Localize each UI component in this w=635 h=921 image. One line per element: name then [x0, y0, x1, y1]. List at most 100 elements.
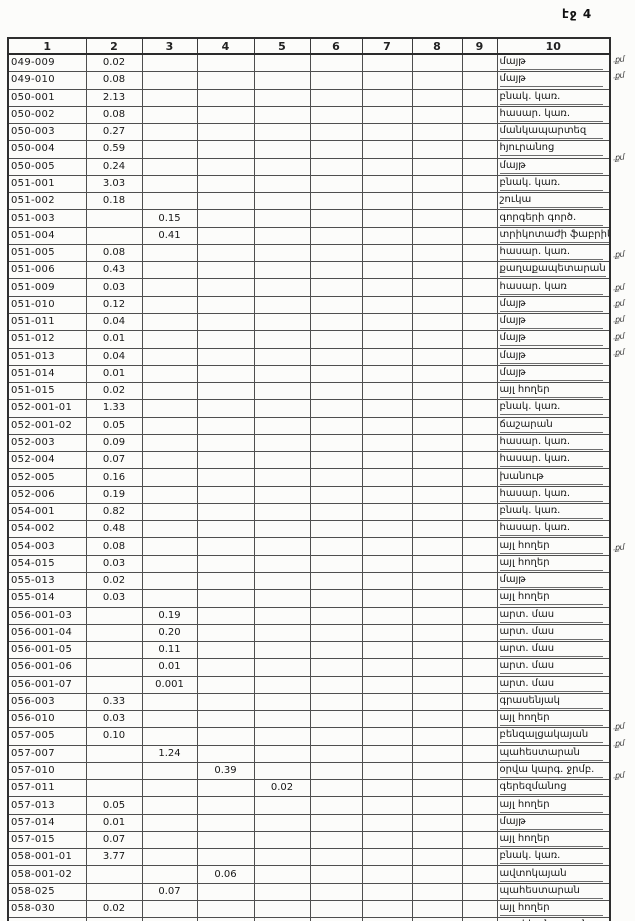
land-use-label: ոստիկանություն	[500, 919, 603, 921]
parcel-code-cell: 051-003	[7, 209, 87, 228]
parcel-code-cell: 051-009	[7, 278, 87, 297]
land-use-cell: մայթ	[496, 295, 611, 314]
land-use-cell: արտ. մաս	[496, 641, 611, 660]
value-cell	[411, 623, 463, 643]
value-cell	[196, 675, 255, 694]
value-cell	[361, 312, 413, 332]
value-cell	[461, 364, 498, 384]
parcel-code-cell: 051-010	[7, 295, 87, 314]
value-cell	[361, 830, 413, 850]
parcel-code-cell: 056-001-07	[7, 675, 87, 694]
land-use-cell: մանկապարտեզ	[496, 123, 611, 142]
value-cell	[141, 330, 198, 349]
value-cell	[85, 226, 143, 245]
value-cell: 0.27	[85, 123, 143, 142]
value-cell	[361, 416, 413, 435]
land-use-cell: մայթ	[496, 71, 611, 90]
value-cell	[85, 641, 143, 660]
value-cell	[309, 312, 363, 332]
value-cell	[461, 347, 498, 366]
value-cell	[196, 606, 255, 625]
value-cell	[361, 243, 413, 263]
value-cell	[361, 433, 413, 453]
value-cell	[361, 226, 413, 245]
value-cell: 0.08	[85, 105, 143, 125]
value-cell	[411, 502, 463, 522]
value-cell	[361, 623, 413, 643]
value-cell	[85, 658, 143, 677]
value-cell	[461, 882, 498, 902]
value-cell	[461, 399, 498, 418]
value-cell	[253, 865, 311, 884]
value-cell	[461, 606, 498, 625]
value-cell	[461, 192, 498, 211]
land-use-label: բնակ. կառ.	[499, 91, 603, 105]
parcel-code-cell: 056-001-03	[7, 606, 87, 625]
value-cell	[253, 796, 311, 815]
value-cell	[141, 451, 198, 470]
land-use-label: մայթ	[499, 56, 603, 71]
value-cell	[309, 364, 363, 384]
value-cell	[361, 571, 413, 591]
margin-note: .քմ	[612, 770, 625, 781]
table-row: 054-001 0.82 բնակ. կառ.	[7, 502, 611, 522]
value-cell	[411, 209, 463, 228]
land-use-cell: բնակ. կառ.	[496, 88, 611, 107]
value-cell	[253, 606, 311, 625]
value-cell: 0.01	[85, 330, 143, 349]
land-use-cell: մայթ	[496, 571, 611, 591]
land-use-label: արտ. մաս	[499, 643, 603, 658]
value-cell	[361, 865, 413, 884]
value-cell: 3.03	[85, 174, 143, 194]
table-row: 050-003 0.27 մանկապարտեզ	[7, 123, 611, 142]
table-header-row: 1 2 3 4 5 6 7 8 9 10	[7, 37, 611, 55]
value-cell	[141, 571, 198, 591]
value-cell	[461, 623, 498, 643]
value-cell	[411, 174, 463, 194]
value-cell	[461, 830, 498, 850]
land-use-cell: հասար. կառ.	[496, 243, 611, 263]
value-cell	[361, 813, 413, 832]
value-cell: 0.24	[85, 157, 143, 176]
value-cell	[253, 900, 311, 919]
value-cell	[196, 243, 255, 263]
value-cell	[411, 571, 463, 591]
land-use-label: արտ. մաս	[499, 626, 603, 640]
land-use-label: գորգերի գործ.	[499, 212, 603, 226]
value-cell	[309, 382, 363, 401]
table-row: 057-013 0.05 այլ հողեր	[7, 796, 611, 815]
value-cell	[196, 520, 255, 539]
value-cell	[253, 347, 311, 366]
value-cell: 0.43	[85, 261, 143, 280]
value-cell	[461, 71, 498, 90]
value-cell: 0.18	[85, 192, 143, 211]
column-header: 1	[7, 37, 87, 55]
value-cell	[461, 658, 498, 677]
table-row: 058-0310.36ոստիկանություն	[7, 917, 611, 921]
value-cell	[309, 641, 363, 660]
table-row: 058-025 0.07 պահեստարան	[7, 882, 611, 902]
value-cell: 0.09	[85, 433, 143, 453]
parcel-code-cell: 057-007	[7, 744, 87, 763]
value-cell	[309, 692, 363, 712]
land-use-cell: հասար. կառ.	[496, 520, 611, 539]
land-use-cell: գրասենյակ	[496, 692, 611, 712]
land-use-cell: հասար. կառ.	[496, 105, 611, 125]
land-use-cell: բենզալցակայան	[496, 727, 611, 746]
value-cell	[309, 727, 363, 746]
value-cell	[461, 744, 498, 763]
value-cell	[196, 882, 255, 902]
value-cell	[309, 53, 363, 73]
value-cell	[461, 485, 498, 504]
value-cell	[253, 295, 311, 314]
margin-note: .քմ	[612, 331, 625, 342]
parcel-code-cell: 050-001	[7, 88, 87, 107]
value-cell	[196, 830, 255, 850]
value-cell	[253, 88, 311, 107]
value-cell	[196, 485, 255, 504]
table-row: 052-004 0.07 հասար. կառ.	[7, 451, 611, 470]
land-use-label: մայթ	[499, 160, 603, 174]
land-use-label: բնակ. կառ.	[499, 505, 603, 520]
value-cell	[85, 744, 143, 763]
value-cell	[253, 537, 311, 556]
